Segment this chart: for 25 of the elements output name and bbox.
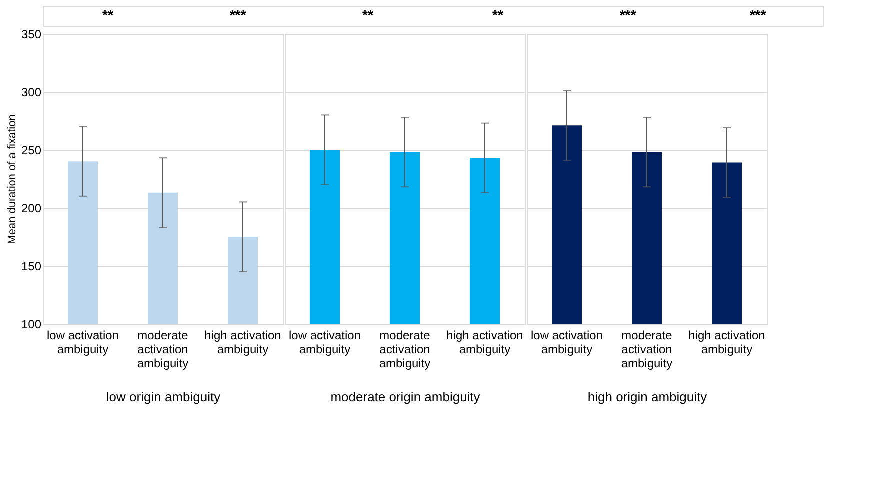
- x-axis-title: high origin ambiguity: [588, 390, 708, 404]
- text: ***: [750, 7, 767, 23]
- x-tick-label: high activation ambiguity: [446, 328, 524, 356]
- y-tick-label: 150: [21, 260, 42, 274]
- x-tick-label: low activation ambiguity: [288, 328, 362, 356]
- text: **: [102, 7, 114, 23]
- y-tick-label: 300: [21, 86, 42, 100]
- text: ***: [230, 7, 247, 23]
- y-tick-label: 350: [21, 28, 42, 42]
- x-tick-label: high activation ambiguity: [204, 328, 282, 356]
- x-tick-label: low activation ambiguity: [530, 328, 604, 356]
- y-tick-label: 100: [21, 318, 42, 332]
- x-tick-label: moderate activation ambiguity: [379, 328, 431, 370]
- x-tick-label: moderate activation ambiguity: [137, 328, 189, 370]
- x-axis-title: low origin ambiguity: [106, 390, 222, 404]
- x-tick-label: low activation ambiguity: [46, 328, 120, 356]
- text: **: [362, 7, 374, 23]
- text: ***: [620, 7, 637, 23]
- y-tick-label: 250: [21, 144, 42, 158]
- y-tick-label: 200: [21, 202, 42, 216]
- y-axis-title: Mean duration of a fixation: [6, 114, 18, 244]
- text: **: [492, 7, 504, 23]
- x-axis-title: moderate origin ambiguity: [330, 390, 481, 404]
- x-tick-label: high activation ambiguity: [688, 328, 766, 356]
- x-tick-label: moderate activation ambiguity: [621, 328, 673, 370]
